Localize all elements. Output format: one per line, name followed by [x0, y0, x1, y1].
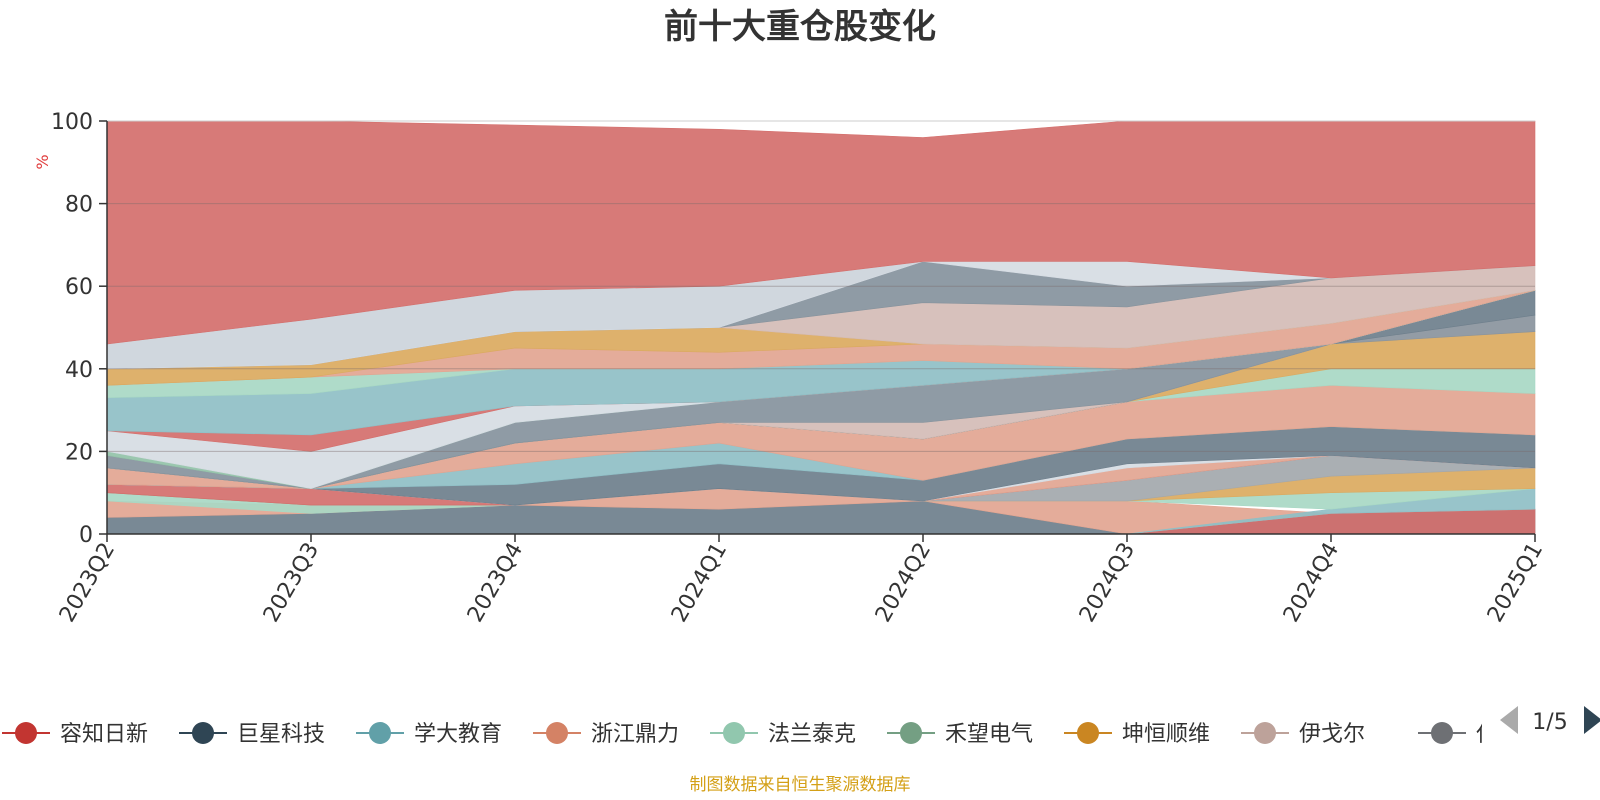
- y-tick-label: 80: [65, 193, 93, 218]
- legend-next-icon[interactable]: [1584, 706, 1600, 734]
- y-tick-label: 0: [79, 523, 93, 548]
- y-tick-label: 20: [65, 440, 93, 465]
- y-tick-label: 60: [65, 275, 93, 300]
- legend-item[interactable]: 伊戈尔: [1241, 722, 1365, 747]
- legend-label: 仕佳光子: [1476, 722, 1564, 747]
- legend-prev-icon[interactable]: [1500, 706, 1518, 734]
- x-tick-label: 2023Q4: [463, 539, 528, 627]
- legend-label: 坤恒顺维: [1122, 722, 1210, 747]
- x-tick-label: 2023Q2: [55, 539, 120, 627]
- x-tick-label: 2023Q3: [259, 539, 324, 627]
- legend-item[interactable]: 巨星科技: [179, 722, 325, 747]
- legend[interactable]: 容知日新 巨星科技 学大教育 浙江鼎力 法兰泰克 禾望电气 坤恒顺维 伊戈尔 仕佳光子: [2, 722, 1564, 747]
- legend-circle-icon: [1254, 722, 1276, 744]
- legend-item[interactable]: 法兰泰克: [710, 722, 856, 747]
- x-tick-label: 2024Q2: [871, 539, 936, 627]
- legend-label: 浙江鼎力: [591, 722, 679, 747]
- legend-circle-icon: [192, 722, 214, 744]
- legend-label: 伊戈尔: [1299, 722, 1365, 747]
- x-tick-label: 2024Q4: [1279, 539, 1344, 627]
- legend-circle-icon: [1431, 722, 1453, 744]
- legend-item[interactable]: 坤恒顺维: [1064, 722, 1210, 747]
- y-axis-unit: %: [33, 154, 52, 169]
- x-tick-label: 2025Q1: [1483, 539, 1548, 627]
- legend-item[interactable]: 浙江鼎力: [533, 722, 679, 747]
- chart-title: 前十大重仓股变化: [664, 7, 936, 47]
- legend-circle-icon: [723, 722, 745, 744]
- legend-item[interactable]: 学大教育: [356, 722, 502, 747]
- area-layer-29: [106, 120, 1536, 345]
- legend-item[interactable]: 仕佳光子: [1418, 722, 1564, 747]
- data-source-note: 制图数据来自恒生聚源数据库: [690, 775, 911, 795]
- y-tick-label: 40: [65, 358, 93, 383]
- legend-label: 学大教育: [414, 722, 502, 747]
- y-tick-label: 100: [51, 110, 93, 135]
- legend-label: 巨星科技: [237, 722, 325, 747]
- legend-item[interactable]: 禾望电气: [887, 722, 1033, 747]
- legend-label: 容知日新: [60, 722, 148, 747]
- x-tick-label: 2024Q1: [667, 539, 732, 627]
- grid-lines: [107, 120, 1535, 452]
- legend-circle-icon: [1077, 722, 1099, 744]
- area-layers: [106, 120, 1536, 535]
- legend-label: 法兰泰克: [768, 722, 856, 747]
- legend-circle-icon: [369, 722, 391, 744]
- legend-circle-icon: [900, 722, 922, 744]
- legend-circle-icon: [15, 722, 37, 744]
- legend-item[interactable]: 容知日新: [2, 722, 148, 747]
- x-tick-label: 2024Q3: [1075, 539, 1140, 627]
- legend-page-indicator: 1/5: [1532, 710, 1567, 735]
- legend-circle-icon: [546, 722, 568, 744]
- legend-label: 禾望电气: [945, 722, 1033, 747]
